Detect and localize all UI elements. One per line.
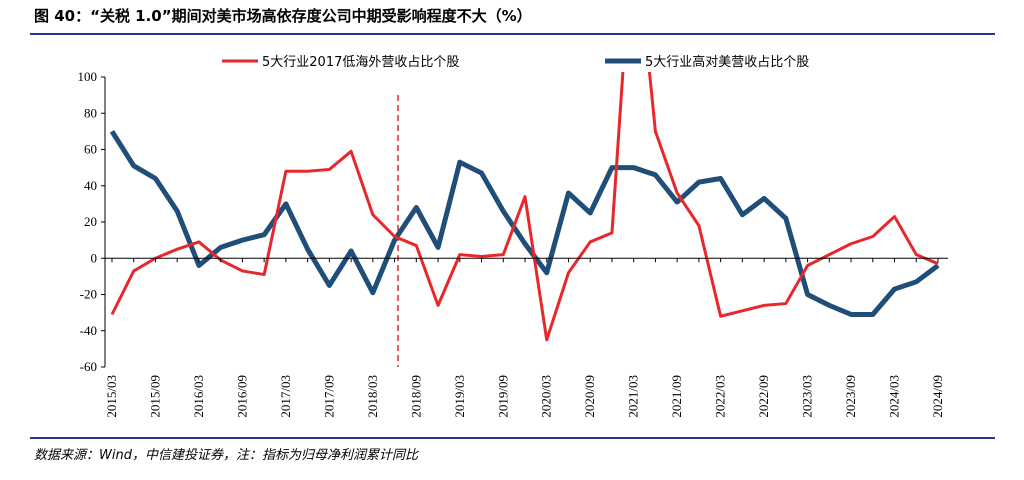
x-tick-label: 2015/03 [104, 375, 119, 418]
x-tick-label: 2017/03 [278, 375, 293, 418]
y-tick-label: -20 [80, 287, 97, 302]
x-tick-label: 2023/09 [843, 375, 858, 418]
legend-label: 5大行业高对美营收占比个股 [645, 54, 809, 70]
x-tick-label: 2021/09 [669, 375, 684, 418]
y-tick-label: 0 [91, 250, 98, 265]
x-tick-label: 2021/03 [626, 375, 641, 418]
y-tick-label: 80 [84, 105, 97, 120]
x-tick-label: 2015/09 [147, 375, 162, 418]
x-tick-label: 2016/03 [191, 375, 206, 418]
x-tick-label: 2020/09 [582, 375, 597, 418]
chart-title: 图 40：“关税 1.0”期间对美市场高依存度公司中期受影响程度不大（%） [34, 7, 532, 25]
x-tick-label: 2017/09 [321, 375, 336, 418]
x-tick-label: 2019/03 [452, 375, 467, 418]
x-tick-label: 2020/03 [539, 375, 554, 418]
x-tick-label: 2019/09 [495, 375, 510, 418]
source-note: 数据来源：Wind，中信建投证券，注：指标为归母净利润累计同比 [34, 448, 419, 463]
y-tick-label: 20 [84, 214, 97, 229]
series-line [110, 72, 939, 342]
y-tick-label: -40 [80, 323, 97, 338]
y-tick-label: -60 [80, 359, 97, 374]
x-tick-label: 2016/09 [234, 375, 249, 418]
x-tick-label: 2024/03 [887, 375, 902, 418]
series-line [109, 130, 940, 317]
x-tick-label: 2018/09 [408, 375, 423, 418]
x-tick-label: 2023/03 [800, 375, 815, 418]
x-tick-label: 2022/03 [713, 375, 728, 418]
plot-area [109, 72, 940, 342]
legend-label: 5大行业2017低海外营收占比个股 [262, 55, 459, 70]
y-tick-label: 100 [78, 69, 98, 84]
x-tick-label: 2018/03 [365, 375, 380, 418]
x-tick-label: 2024/09 [930, 375, 945, 418]
y-tick-label: 40 [84, 178, 97, 193]
x-tick-label: 2022/09 [756, 375, 771, 418]
y-tick-label: 60 [84, 142, 97, 157]
